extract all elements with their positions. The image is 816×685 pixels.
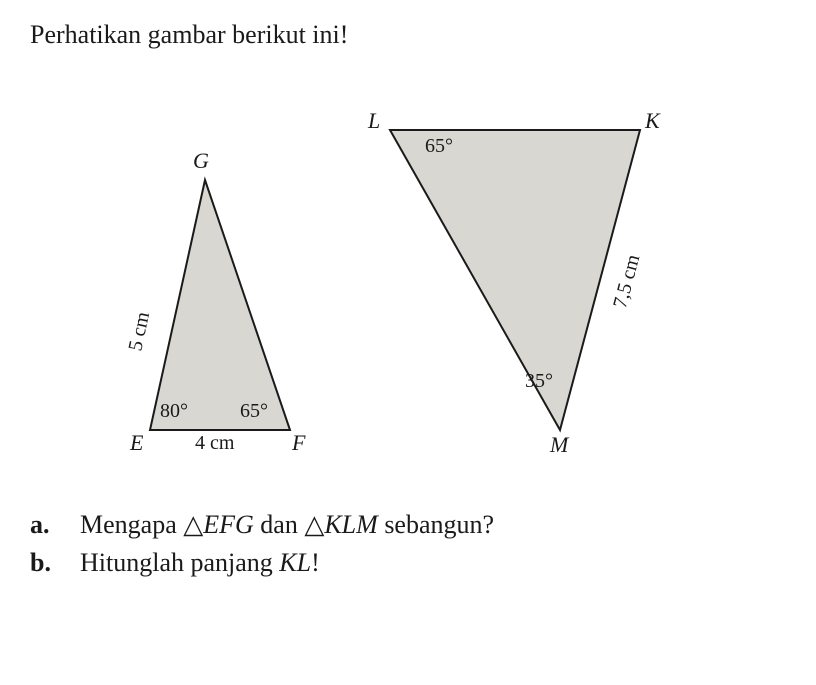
question-b-letter: b. [30, 548, 80, 578]
qb-suffix: ! [311, 548, 320, 577]
vertex-f-label: F [292, 430, 305, 456]
qa-tri1: EFG [203, 510, 254, 539]
qa-prefix: Mengapa [80, 510, 183, 539]
angle-m: 35° [525, 370, 553, 393]
instruction-text: Perhatikan gambar berikut ini! [30, 20, 786, 50]
qb-var: KL [279, 548, 311, 577]
triangle-symbol-1: △ [183, 510, 203, 539]
side-ef: 4 cm [195, 432, 234, 455]
vertex-l-label: L [368, 108, 380, 134]
question-a-letter: a. [30, 510, 80, 540]
questions-block: a. Mengapa △EFG dan △KLM sebangun? b. Hi… [30, 510, 786, 578]
triangles-svg [30, 70, 816, 490]
vertex-m-label: M [550, 432, 568, 458]
triangle-klm [390, 130, 640, 430]
vertex-g-label: G [193, 148, 209, 174]
question-b: b. Hitunglah panjang KL! [30, 548, 786, 578]
question-a-text: Mengapa △EFG dan △KLM sebangun? [80, 510, 786, 540]
angle-l: 65° [425, 135, 453, 158]
question-b-text: Hitunglah panjang KL! [80, 548, 786, 578]
angle-f: 65° [240, 400, 268, 423]
qb-prefix: Hitunglah panjang [80, 548, 279, 577]
angle-e: 80° [160, 400, 188, 423]
qa-tri2: KLM [324, 510, 377, 539]
triangle-efg [150, 180, 290, 430]
vertex-e-label: E [130, 430, 143, 456]
diagram-area: G E F 80° 65° 5 cm 4 cm L K M 65° 35° 7,… [30, 70, 786, 490]
qa-mid: dan [254, 510, 305, 539]
triangle-symbol-2: △ [304, 510, 324, 539]
question-a: a. Mengapa △EFG dan △KLM sebangun? [30, 510, 786, 540]
qa-suffix: sebangun? [378, 510, 494, 539]
vertex-k-label: K [645, 108, 660, 134]
